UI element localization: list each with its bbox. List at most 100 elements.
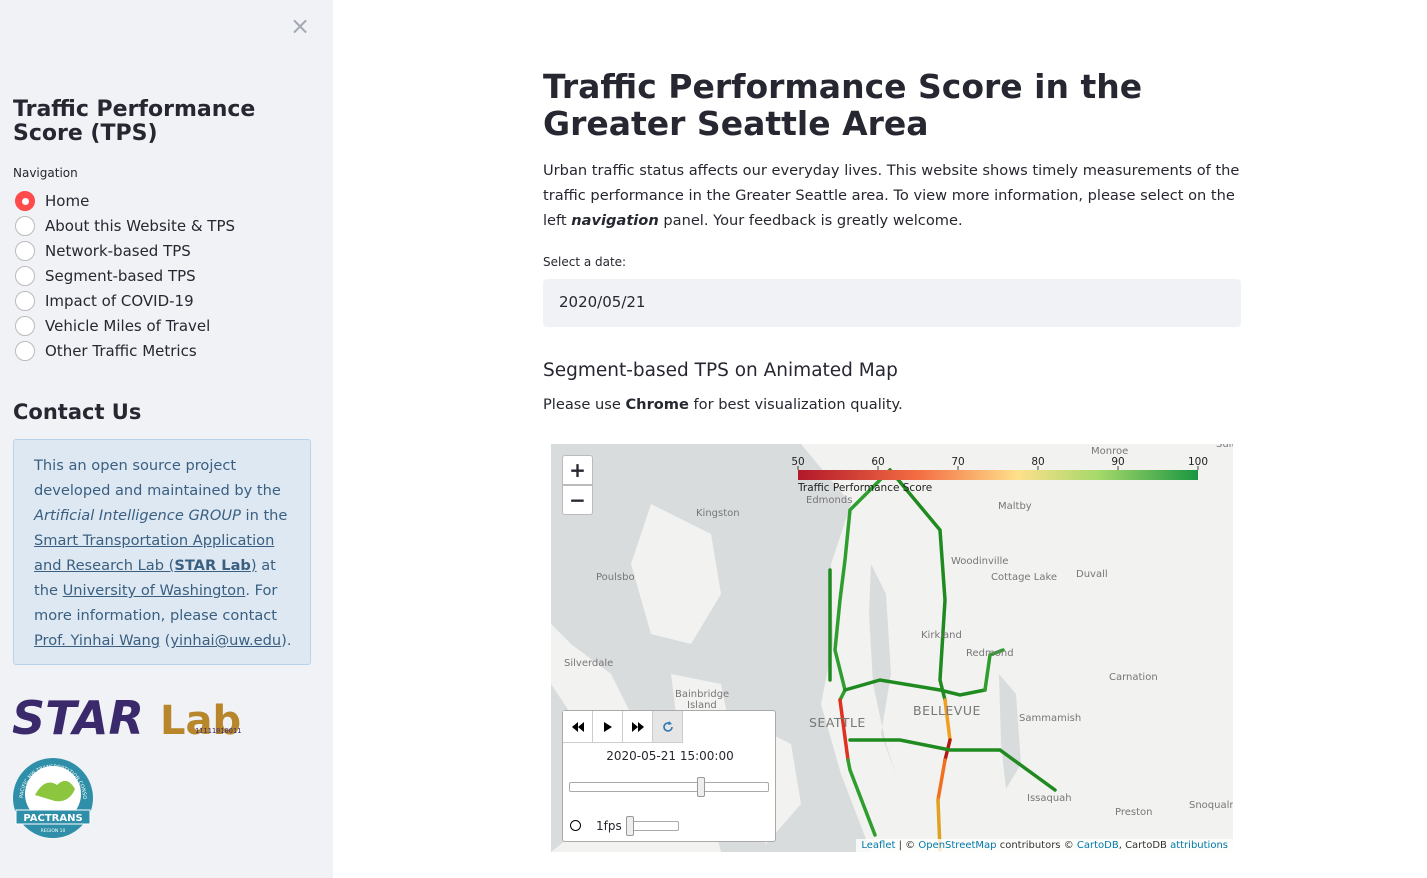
nav-option-label[interactable]: Segment-based TPS (45, 267, 196, 285)
contact-title: Contact Us (13, 400, 142, 424)
nav-option-label[interactable]: Vehicle Miles of Travel (45, 317, 211, 335)
time-slider[interactable] (569, 782, 769, 792)
place-label: Duvall (1076, 569, 1108, 580)
nav-option[interactable]: Impact of COVID-19 (15, 291, 194, 311)
text: Artificial Intelligence GROUP (34, 507, 241, 524)
radio[interactable] (15, 191, 35, 211)
zoom-out[interactable]: − (562, 485, 593, 515)
loop-button[interactable] (653, 711, 683, 743)
place-label: Island (687, 700, 717, 711)
sidebar-title: Traffic Performance Score (TPS) (13, 97, 256, 146)
fps-slider-handle[interactable] (626, 816, 634, 836)
logo-region: REGION 10 (41, 828, 66, 834)
radio[interactable] (15, 291, 35, 311)
place-label: Maltby (998, 501, 1032, 512)
nav-option-label[interactable]: Home (45, 192, 90, 210)
note: Please use Chrome for best visualization… (543, 396, 903, 413)
text: in the (240, 507, 288, 524)
place-label: Sultan (1216, 444, 1233, 450)
link[interactable]: yinhai@uw.edu (170, 632, 282, 649)
text: | © (895, 840, 919, 851)
close-button[interactable]: × (290, 12, 311, 40)
map-canvas: Traffic Performance Score 50 60 70 80 90 100 … (551, 444, 1233, 852)
colorbar-tick-label: 80 (1031, 456, 1044, 468)
place-label: Cottage Lake (991, 572, 1057, 583)
place-label: Sammamish (1019, 713, 1081, 724)
nav-option-label[interactable]: About this Website & TPS (45, 217, 236, 235)
place-label: Kirkland (921, 630, 962, 641)
colorbar-tick-label: 70 (951, 456, 964, 468)
nav-option[interactable]: About this Website & TPS (15, 216, 235, 236)
text: for best visualization quality. (688, 396, 903, 413)
link[interactable]: ) (250, 557, 257, 574)
logo-banner (15, 809, 91, 825)
nav-option-label[interactable]: Other Traffic Metrics (45, 342, 197, 360)
fps-label: 1fps (596, 819, 622, 833)
radio[interactable] (15, 316, 35, 336)
date-label: Select a date: (543, 255, 627, 269)
place-label: BELLEVUE (913, 703, 981, 718)
place-label: Redmond (966, 648, 1014, 659)
radio[interactable] (15, 241, 35, 261)
link[interactable]: OpenStreetMap (918, 840, 997, 851)
zoom-in[interactable]: + (562, 455, 593, 485)
intro: Urban traffic status affects our everyda… (543, 158, 1243, 233)
colorbar-tick-label: 90 (1111, 456, 1124, 468)
forward-button[interactable] (623, 711, 653, 743)
text: navigation (571, 212, 659, 229)
nav-label: Navigation (13, 166, 78, 180)
link[interactable]: Leaflet (861, 840, 896, 851)
place-label: Kingston (696, 508, 740, 519)
link[interactable]: CartoDB (1076, 840, 1119, 851)
colorbar-ticks: 50 60 70 80 90 100 (791, 456, 1208, 470)
nav-option-label[interactable]: Impact of COVID-19 (45, 292, 194, 310)
radio[interactable] (15, 266, 35, 286)
logo-star: STAR (12, 691, 144, 745)
text: ). (281, 632, 292, 649)
nav-option[interactable]: Vehicle Miles of Travel (15, 316, 210, 336)
link[interactable]: Smart Transportation Application and Res… (34, 532, 275, 574)
text: panel. Your feedback is greatly welcome. (658, 212, 963, 229)
time-player: 2020-05-21 15:00:00 1fps (562, 710, 776, 842)
text: . For more information, please contact (34, 582, 278, 624)
rewind-button[interactable] (563, 711, 593, 743)
nav-option[interactable]: Other Traffic Metrics (15, 341, 197, 361)
text: ( (160, 632, 171, 649)
radio[interactable] (15, 216, 35, 236)
link[interactable]: Prof. Yinhai Wang (34, 632, 161, 649)
text: at the (34, 557, 276, 599)
map[interactable]: Traffic Performance Score 50 60 70 80 90 100 … (551, 444, 1233, 852)
colorbar-tick-label: 60 (871, 456, 884, 468)
logo-lab: Lab (160, 698, 241, 744)
colorbar (798, 470, 1198, 480)
text: contributors © (996, 840, 1077, 851)
logo-pactrans: PACTRANS (23, 813, 82, 824)
text: Chrome (625, 396, 689, 413)
place-label: Poulsbo (596, 572, 635, 583)
link[interactable]: attributions (1170, 840, 1228, 851)
roads (828, 468, 1057, 852)
place-label: Bainbridge (675, 689, 729, 700)
subheader: Segment-based TPS on Animated Map (543, 360, 898, 381)
place-labels: Monroe Sultan Kingston Edmonds Maltby Woodinv… (564, 444, 1233, 818)
fps-slider[interactable] (627, 821, 679, 831)
place-label: Edmonds (806, 495, 852, 506)
link[interactable]: STAR Lab (174, 557, 251, 574)
play-button[interactable] (593, 711, 623, 743)
nav-option[interactable]: Home (15, 191, 89, 211)
date-input[interactable]: 2020/05/21 (543, 279, 1241, 327)
place-label: SEATTLE (809, 715, 866, 730)
colorbar-title: Traffic Performance Score (797, 482, 932, 494)
text: , CartoDB (1118, 840, 1171, 851)
nav-option[interactable]: Network-based TPS (15, 241, 191, 261)
nav-option[interactable]: Segment-based TPS (15, 266, 196, 286)
colorbar-tick-label: 100 (1188, 456, 1208, 468)
text: This an open source project developed an… (34, 457, 281, 499)
time-slider-handle[interactable] (697, 777, 705, 797)
nav-option-label[interactable]: Network-based TPS (45, 242, 191, 260)
radio[interactable] (15, 341, 35, 361)
sidebar: × Traffic Performance Score (TPS) Naviga… (0, 0, 333, 878)
link[interactable]: University of Washington (62, 582, 246, 599)
